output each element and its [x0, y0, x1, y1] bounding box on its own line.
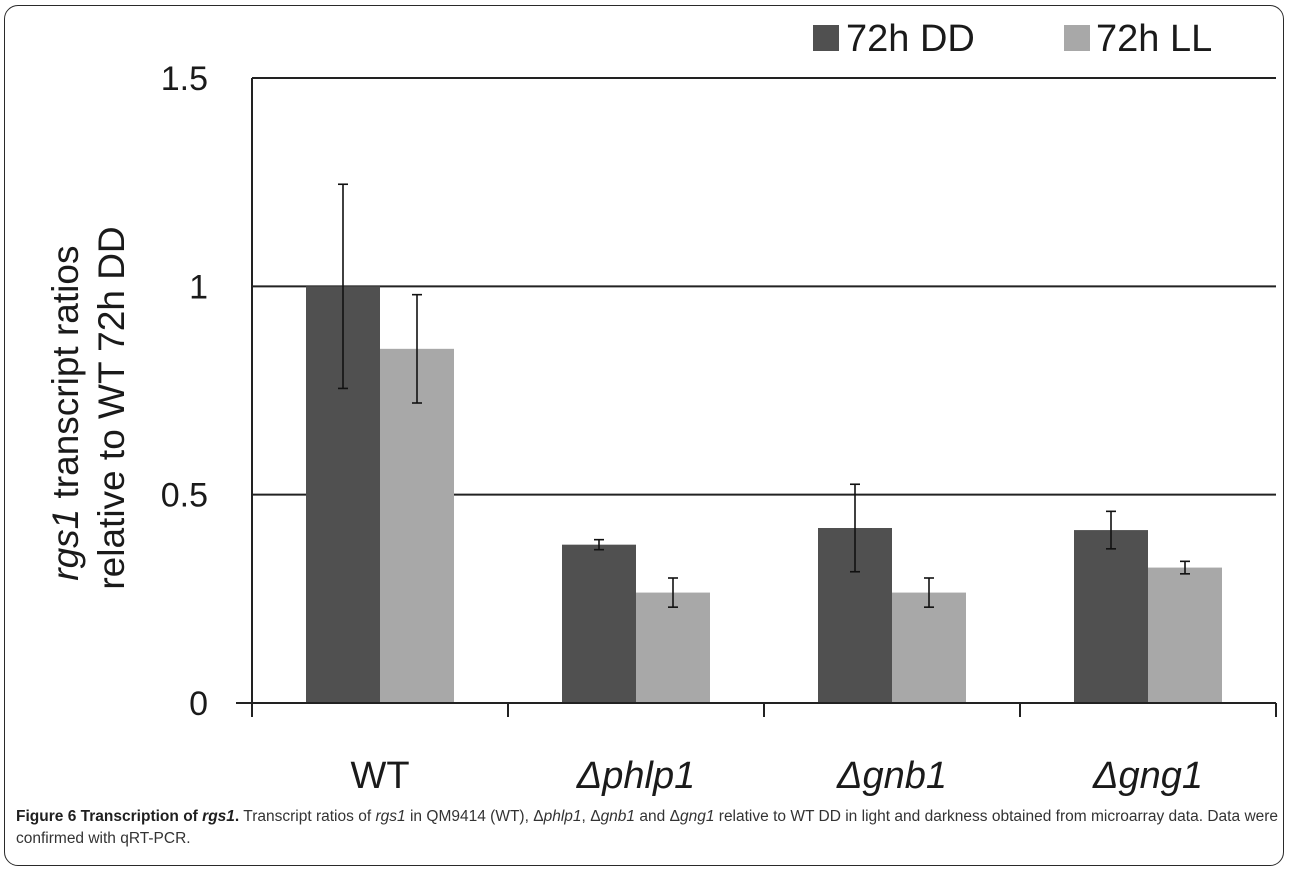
bar — [1074, 530, 1148, 703]
bar — [562, 544, 636, 703]
caption-body: Transcript ratios of rgs1 in QM9414 (WT)… — [16, 808, 1278, 847]
bar — [380, 348, 454, 703]
y-axis-title: rgs1 transcript ratios relative to WT 72… — [45, 226, 132, 589]
axes — [236, 78, 1277, 717]
y-tick-label: 0 — [189, 685, 208, 723]
y-tick-label: 0.5 — [161, 477, 208, 515]
y-tick-label: 1 — [189, 268, 208, 306]
figure-caption: Figure 6 Transcription of rgs1. Transcri… — [16, 806, 1278, 850]
bar — [1148, 567, 1222, 703]
error-bars — [338, 183, 1190, 608]
caption-text-run: in QM9414 (WT), Δ — [405, 808, 544, 825]
bars — [306, 286, 1222, 703]
caption-text-run: rgs1 — [375, 808, 406, 825]
caption-text-run: , Δ — [581, 808, 601, 825]
caption-text-run: gnb1 — [600, 808, 636, 825]
caption-text-run: gng1 — [679, 808, 715, 825]
x-category-label: Δgnb1 — [836, 755, 947, 797]
bar-chart: 0 0.5 1 1.5 WT Δphlp1 Δgnb1 Δgng1 72h DD 72h LL… — [45, 18, 1277, 797]
bar — [636, 592, 710, 703]
y-tick-label: 1.5 — [161, 60, 208, 98]
bar — [892, 592, 966, 703]
caption-title: Figure 6 Transcription of rgs1. — [16, 808, 240, 825]
y-tick-labels: 0 0.5 1 1.5 — [161, 60, 208, 723]
legend-swatch — [1064, 25, 1090, 51]
figure-frame — [4, 5, 1284, 866]
legend-swatch — [813, 25, 839, 51]
legend-label: 72h DD — [846, 18, 975, 60]
caption-text-run: Transcript ratios of — [239, 808, 376, 825]
caption-text-run: and Δ — [635, 808, 680, 825]
x-category-label: Δphlp1 — [576, 755, 695, 797]
caption-text-run: relative to WT DD in light and darkness … — [16, 808, 1279, 847]
x-category-labels: WT Δphlp1 Δgnb1 Δgng1 — [350, 755, 1203, 797]
caption-text-run: phlp1 — [543, 808, 582, 825]
x-category-label: Δgng1 — [1092, 755, 1203, 797]
x-category-label: WT — [350, 755, 409, 797]
legend: 72h DD 72h LL — [813, 18, 1212, 60]
legend-label: 72h LL — [1096, 18, 1212, 60]
